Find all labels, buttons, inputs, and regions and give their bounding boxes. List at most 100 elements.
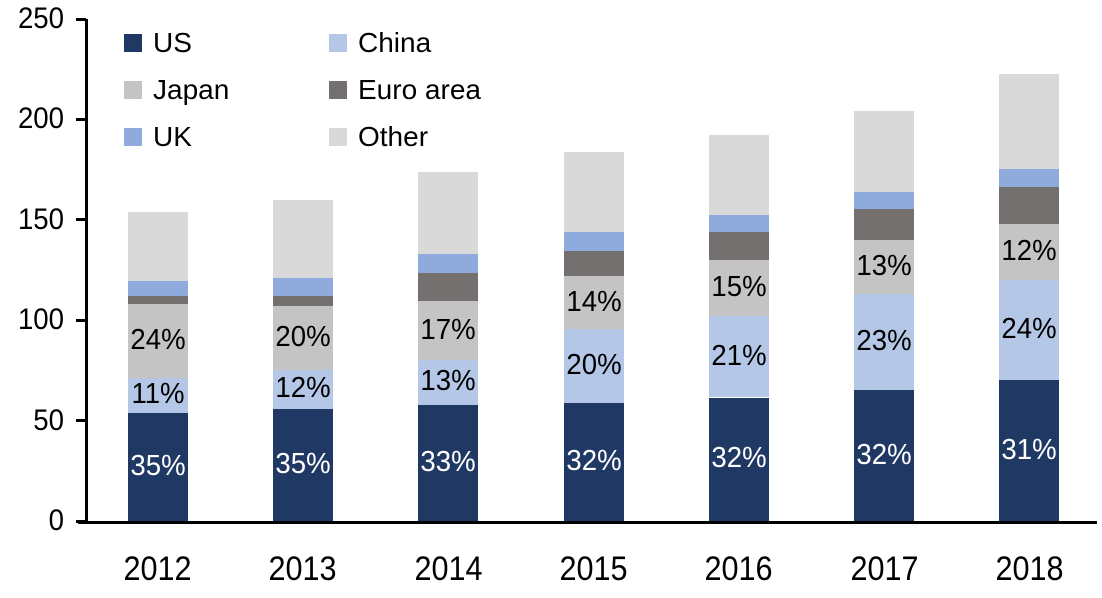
legend-swatch-icon — [329, 127, 347, 146]
bar-segment-china — [999, 280, 1059, 381]
bar-segment-euro-area — [418, 273, 478, 302]
bar-segment-uk — [999, 168, 1059, 187]
x-tick-label: 2012 — [123, 550, 192, 588]
segment-value-label: 35% — [130, 450, 186, 482]
legend-swatch-icon — [329, 80, 347, 99]
bar-segment-euro-area — [854, 208, 914, 240]
x-axis-line — [78, 521, 1097, 524]
legend-item-other: Other — [329, 113, 559, 160]
bar-segment-us — [128, 412, 188, 521]
bar-segment-euro-area — [273, 296, 333, 307]
bar-segment-us — [999, 380, 1059, 521]
segment-value-label: 12% — [275, 372, 331, 404]
y-tick-mark — [76, 17, 86, 21]
legend-swatch-icon — [124, 80, 142, 99]
bar-segment-us — [418, 404, 478, 521]
x-tick-label: 2018 — [995, 550, 1064, 588]
bar-segment-uk — [854, 191, 914, 209]
y-tick-label: 150 — [17, 202, 65, 236]
legend-item-euro-area: Euro area — [329, 66, 559, 113]
segment-value-label: 13% — [420, 365, 476, 397]
x-tick-label: 2014 — [414, 550, 483, 588]
x-tick-label: 2015 — [559, 550, 628, 588]
y-tick-label: 200 — [17, 102, 65, 136]
segment-value-label: 12% — [1001, 235, 1057, 267]
y-tick-label: 50 — [33, 403, 64, 437]
bar-segment-other — [854, 111, 914, 192]
y-tick-mark — [76, 419, 86, 423]
bar-segment-uk — [564, 231, 624, 251]
bar-segment-us — [709, 397, 769, 521]
bar-segment-us — [564, 402, 624, 521]
y-tick-label: 250 — [17, 2, 65, 35]
segment-value-label: 20% — [566, 349, 622, 381]
segment-value-label: 13% — [856, 250, 912, 282]
legend-item-us: US — [124, 19, 329, 66]
bar-segment-other — [999, 74, 1059, 169]
x-tick-label: 2016 — [704, 550, 773, 588]
legend-label: China — [358, 26, 432, 58]
legend-swatch-icon — [329, 33, 347, 52]
segment-value-label: 21% — [711, 340, 767, 372]
legend-label: Euro area — [358, 73, 481, 105]
bar-segment-china — [564, 329, 624, 403]
bar-segment-uk — [273, 278, 333, 297]
y-tick-mark — [76, 519, 86, 523]
segment-value-label: 23% — [856, 325, 912, 357]
bar-segment-euro-area — [564, 250, 624, 277]
bar-segment-japan — [999, 223, 1059, 281]
x-tick-label: 2017 — [850, 550, 919, 588]
y-axis-line — [85, 19, 88, 524]
y-tick-mark — [76, 218, 86, 222]
bar-segment-china — [418, 360, 478, 405]
bar-segment-other — [564, 151, 624, 232]
segment-value-label: 32% — [711, 442, 767, 474]
bar-segment-other — [418, 171, 478, 254]
segment-value-label: 17% — [420, 314, 476, 346]
y-tick-mark — [76, 117, 86, 121]
segment-value-label: 24% — [130, 324, 186, 356]
segment-value-label: 32% — [566, 445, 622, 477]
bar-segment-other — [128, 211, 188, 282]
segment-value-label: 31% — [1001, 434, 1057, 466]
bar-segment-china — [709, 316, 769, 398]
bar-segment-euro-area — [999, 186, 1059, 224]
bar-segment-uk — [128, 281, 188, 297]
chart-legend: US China Japan Euro area UK Other — [124, 19, 559, 160]
segment-value-label: 33% — [420, 446, 476, 478]
bar-segment-japan — [418, 301, 478, 361]
bar-segment-china — [854, 294, 914, 391]
segment-value-label: 35% — [275, 448, 331, 480]
legend-swatch-icon — [124, 33, 142, 52]
bar-segment-other — [709, 135, 769, 215]
bar-segment-uk — [418, 253, 478, 273]
segment-value-label: 24% — [1001, 313, 1057, 345]
segment-value-label: 11% — [131, 378, 185, 410]
legend-item-japan: Japan — [124, 66, 329, 113]
bar-segment-japan — [709, 259, 769, 317]
legend-item-uk: UK — [124, 113, 329, 160]
legend-item-china: China — [329, 19, 559, 66]
legend-label: Other — [358, 120, 429, 152]
legend-label: US — [153, 26, 192, 58]
bar-segment-us — [273, 408, 333, 521]
bar-segment-china — [128, 378, 188, 413]
segment-value-label: 14% — [566, 286, 622, 318]
bar-segment-other — [273, 199, 333, 279]
bar-segment-japan — [564, 276, 624, 330]
bar-segment-us — [854, 390, 914, 521]
bar-segment-japan — [273, 306, 333, 371]
bar-segment-uk — [709, 214, 769, 232]
x-tick-label: 2013 — [268, 550, 337, 588]
segment-value-label: 32% — [856, 439, 912, 471]
legend-swatch-icon — [124, 127, 142, 146]
bar-segment-china — [273, 370, 333, 409]
segment-value-label: 15% — [711, 271, 767, 303]
bar-segment-euro-area — [128, 296, 188, 305]
legend-label: Japan — [153, 73, 230, 105]
bar-segment-japan — [854, 239, 914, 295]
segment-value-label: 20% — [275, 321, 331, 353]
y-tick-label: 0 — [48, 504, 64, 537]
y-tick-label: 100 — [17, 303, 65, 337]
